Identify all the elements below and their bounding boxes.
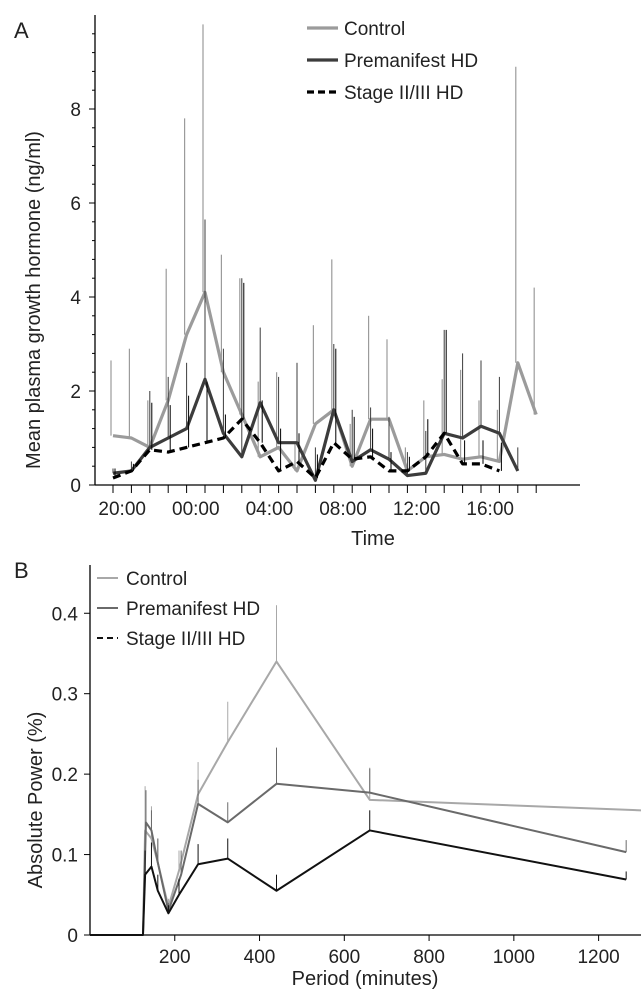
legend-label: Premanifest HD <box>126 599 260 620</box>
series-b-1-group <box>90 747 627 936</box>
panel-a-ytick-label: 0 <box>70 476 81 497</box>
panel-b: B Absolute Power (%) Period (minutes) 00… <box>14 558 641 990</box>
panel-a-xtick-label: 12:00 <box>393 499 441 520</box>
series-b-2-group <box>90 810 627 936</box>
panel-a-ytick-label: 4 <box>70 288 81 309</box>
panel-b-ytick-label: 0.3 <box>52 685 78 706</box>
legend-label: Stage II/III HD <box>126 629 245 650</box>
panel-a-ytick-label: 8 <box>70 100 81 121</box>
series-2-group <box>112 282 502 480</box>
series-line-control <box>90 660 641 936</box>
panel-a-legend: Control Premanifest HD Stage II/III HD <box>307 19 478 104</box>
panel-b-ytick-label: 0 <box>67 926 78 947</box>
series-line-premanifest-hd <box>90 782 627 936</box>
panel-b-xtick-label: 800 <box>413 947 445 968</box>
panel-a-ylabel: Mean plasma growth hormone (ng/ml) <box>23 131 45 469</box>
panel-a-plot <box>110 24 538 482</box>
series-line-stage-ii-iii-hd <box>90 829 627 936</box>
panel-a-axes: 0 2 4 6 8 20:00 00:00 04:00 08:00 12:00 16:00 <box>70 15 580 520</box>
panel-a-xtick-label: 20:00 <box>98 499 146 520</box>
panel-b-ylabel: Absolute Power (%) <box>25 712 47 889</box>
series-line-control <box>112 290 538 473</box>
legend-label: Control <box>126 569 187 590</box>
panel-a: A Mean plasma growth hormone (ng/ml) Tim… <box>14 15 580 550</box>
series-line-premanifest-hd <box>112 377 520 482</box>
panel-b-axes: 0 0.1 0.2 0.3 0.4 200 400 600 800 1000 1200 <box>52 565 641 968</box>
panel-a-label: A <box>14 18 29 43</box>
panel-b-ytick-label: 0.4 <box>52 604 79 625</box>
panel-b-xtick-label: 200 <box>159 947 191 968</box>
panel-a-xlabel: Time <box>351 528 395 550</box>
series-0-group <box>110 24 538 473</box>
panel-a-xtick-label: 08:00 <box>319 499 367 520</box>
series-1-group <box>112 219 520 482</box>
legend-label: Premanifest HD <box>344 51 478 72</box>
series-b-0-group <box>90 605 641 936</box>
panel-a-xtick-label: 00:00 <box>172 499 220 520</box>
panel-b-xtick-label: 600 <box>328 947 360 968</box>
legend-label: Stage II/III HD <box>344 83 463 104</box>
panel-b-xtick-label: 1000 <box>493 947 535 968</box>
panel-b-xtick-label: 400 <box>244 947 276 968</box>
panel-a-ytick-label: 6 <box>70 194 81 215</box>
panel-b-xlabel: Period (minutes) <box>292 968 439 990</box>
series-line-stage-ii-iii-hd <box>112 417 500 480</box>
panel-a-xtick-label: 04:00 <box>246 499 294 520</box>
panel-b-legend: Control Premanifest HD Stage II/III HD <box>97 569 260 650</box>
panel-b-ytick-label: 0.2 <box>52 765 78 786</box>
panel-b-label: B <box>14 558 29 583</box>
panel-a-ytick-label: 2 <box>70 382 81 403</box>
panel-a-xtick-label: 16:00 <box>466 499 514 520</box>
panel-b-xtick-label: 1200 <box>577 947 619 968</box>
panel-b-ytick-label: 0.1 <box>52 846 78 867</box>
panel-b-plot <box>90 605 641 936</box>
legend-label: Control <box>344 19 405 40</box>
